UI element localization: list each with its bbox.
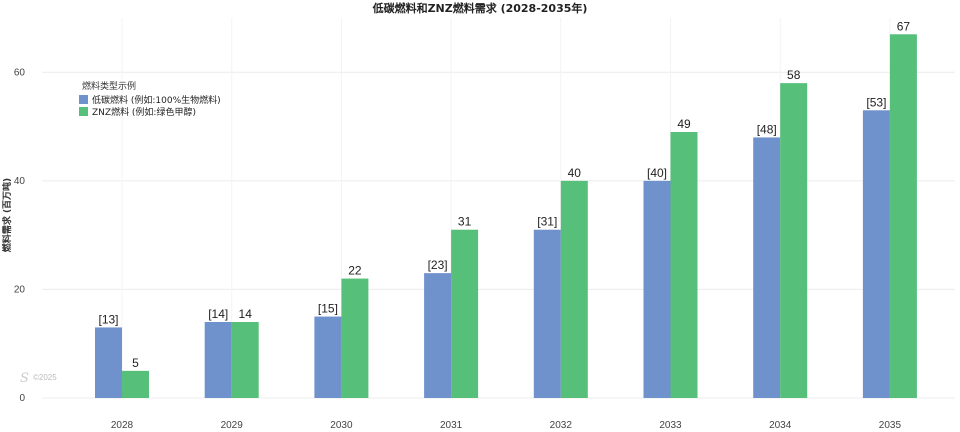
bar-low-carbon — [533, 229, 561, 398]
x-tick-label: 2032 — [550, 420, 573, 431]
data-label-znz: 58 — [787, 68, 801, 82]
bar-znz — [780, 83, 808, 399]
data-label-low-carbon: [15] — [318, 302, 338, 316]
watermark-text: ©2025 — [33, 373, 57, 382]
data-label-low-carbon: [48] — [757, 122, 777, 136]
data-label-znz: 40 — [568, 166, 582, 180]
legend-title: 燃料类型示例 — [82, 80, 136, 92]
data-label-low-carbon: [23] — [428, 258, 448, 272]
watermark-logo-icon: S — [20, 371, 29, 386]
x-tick-label: 2033 — [659, 420, 682, 431]
bar-znz — [670, 132, 698, 398]
bar-znz — [231, 322, 259, 398]
data-label-znz: 31 — [458, 215, 472, 229]
legend-swatch-znz — [79, 107, 88, 116]
data-label-low-carbon: [14] — [208, 307, 228, 321]
bars: [13] 5 [14] 14 [15] 22 [23] 31 [31] 40 [40] 49 [48] 5… — [95, 19, 917, 399]
bar-znz — [122, 370, 149, 398]
chart-title: 低碳燃料和ZNZ燃料需求 (2028-2035年) — [372, 1, 588, 15]
watermark: S ©2025 — [20, 371, 57, 386]
x-tick-label: 2028 — [111, 420, 134, 431]
y-tick-label: 20 — [14, 284, 26, 295]
x-tick-label: 2034 — [769, 420, 792, 431]
x-tick-label: 2031 — [440, 420, 463, 431]
data-label-znz: 5 — [132, 356, 139, 370]
data-label-low-carbon: [53] — [866, 95, 886, 109]
data-label-znz: 49 — [677, 117, 691, 131]
x-axis-ticks: 2028 2029 2030 2031 2032 2033 2034 2035 — [111, 420, 902, 431]
x-tick-label: 2035 — [879, 420, 902, 431]
legend: 燃料类型示例 低碳燃料 (例如:100%生物燃料) ZNZ燃料 (例如:绿色甲醇… — [79, 80, 221, 118]
legend-label-znz: ZNZ燃料 (例如:绿色甲醇) — [92, 106, 196, 118]
data-label-low-carbon: [40] — [647, 166, 667, 180]
gridlines — [42, 18, 955, 399]
bar-low-carbon — [424, 273, 452, 398]
bar-znz — [341, 278, 369, 398]
y-axis-label: 燃料需求 (百万吨) — [1, 178, 13, 252]
x-tick-label: 2030 — [330, 420, 353, 431]
bar-znz — [889, 34, 917, 399]
bar-low-carbon — [204, 322, 232, 398]
legend-label-low-carbon: 低碳燃料 (例如:100%生物燃料) — [92, 94, 221, 106]
data-label-znz: 22 — [348, 264, 362, 278]
data-label-low-carbon: [13] — [98, 312, 118, 326]
y-tick-label: 60 — [14, 67, 26, 78]
bar-low-carbon — [95, 327, 122, 398]
bar-znz — [560, 180, 588, 398]
y-axis-ticks: 0 20 40 60 — [14, 67, 26, 404]
data-label-znz: 14 — [239, 307, 253, 321]
legend-swatch-low-carbon — [79, 95, 88, 104]
x-tick-label: 2029 — [221, 420, 244, 431]
bar-znz — [451, 229, 479, 398]
bar-low-carbon — [862, 110, 890, 399]
y-tick-label: 0 — [19, 393, 25, 404]
bar-low-carbon — [314, 316, 342, 398]
data-label-low-carbon: [31] — [537, 215, 557, 229]
bar-low-carbon — [643, 180, 671, 398]
bar-low-carbon — [753, 137, 781, 398]
y-tick-label: 40 — [14, 176, 26, 187]
data-label-znz: 67 — [897, 19, 911, 33]
